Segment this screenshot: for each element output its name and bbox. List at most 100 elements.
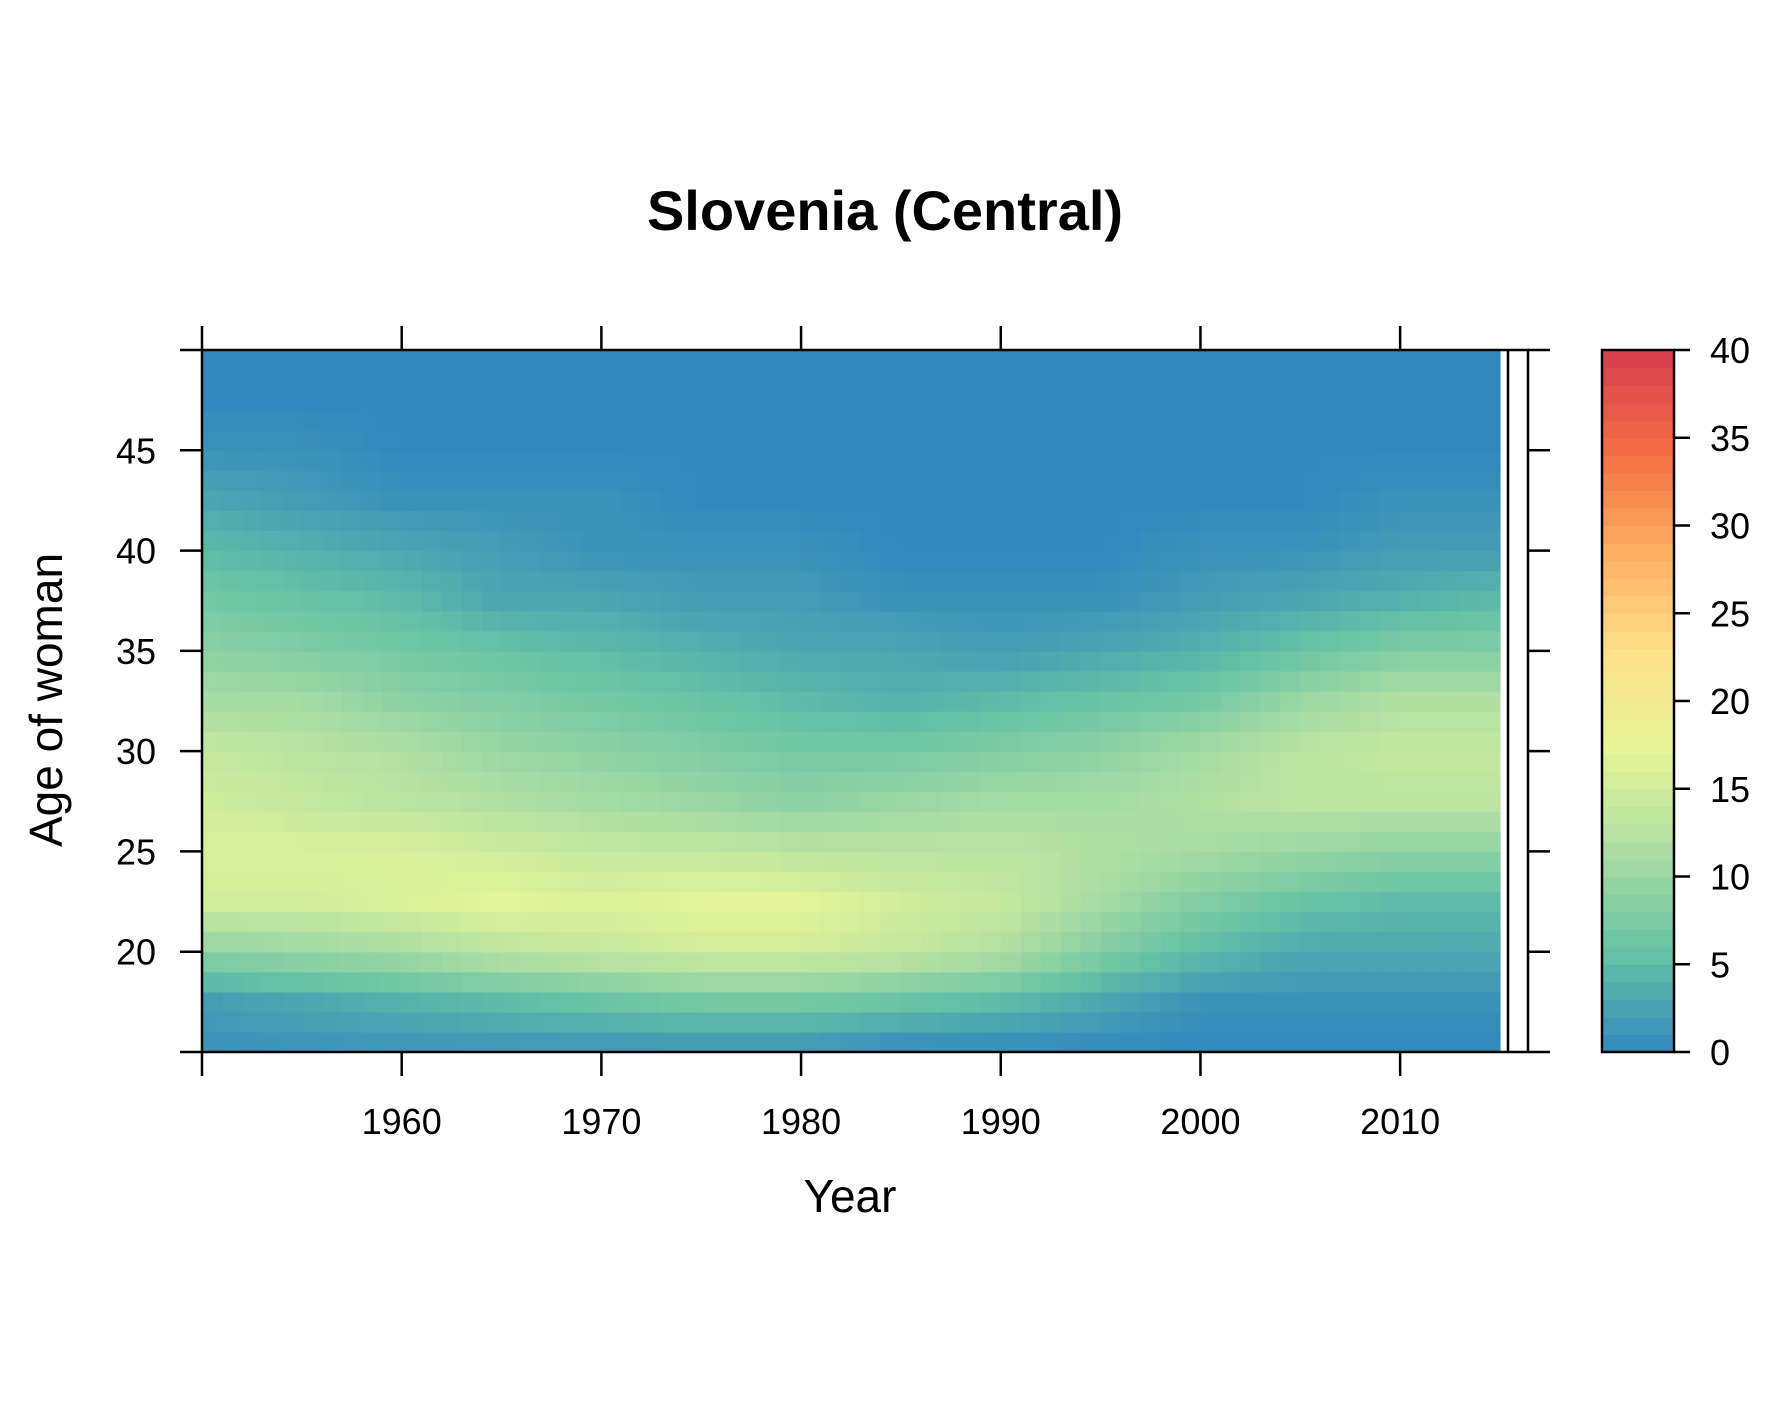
heatmap-cell [960,871,982,893]
heatmap-cell [1100,510,1122,532]
heatmap-cell [1180,751,1202,772]
heatmap-cell [900,891,922,913]
heatmap-cell [581,370,602,391]
heatmap-cell [1300,550,1321,572]
heatmap-cell [900,450,922,471]
heatmap-cell [1160,791,1182,812]
heatmap-cell [1240,590,1261,612]
heatmap-cell [1300,490,1321,512]
heatmap-cell [841,450,862,471]
heatmap-cell [701,1011,722,1033]
heatmap-cell [1420,711,1441,732]
heatmap-cell [521,410,543,431]
heatmap-cell [501,570,523,592]
heatmap-cell [221,410,243,431]
heatmap-cell [1320,590,1341,612]
heatmap-cell [401,991,423,1013]
heatmap-cell [241,630,263,652]
heatmap-cell [1340,390,1361,411]
heatmap-cell [521,570,543,592]
heatmap-cell [1000,851,1022,873]
heatmap-cell [421,791,443,812]
heatmap-cell [261,630,283,652]
heatmap-cell [581,390,602,411]
heatmap-cell [1260,911,1281,933]
heatmap-cell [241,931,263,953]
heatmap-cell [1040,570,1062,592]
heatmap-cell [801,751,822,772]
heatmap-cell [980,751,1002,772]
heatmap-cell [281,630,303,652]
heatmap-cell [980,350,1002,371]
heatmap-cell [1220,771,1241,792]
heatmap-cell [1120,650,1142,672]
heatmap-cell [880,771,902,792]
heatmap-cell [1420,871,1441,893]
heatmap-cell [781,731,802,752]
heatmap-cell [521,851,543,873]
heatmap-cell [241,690,263,712]
heatmap-cell [1460,490,1481,512]
heatmap-cell [761,450,782,471]
heatmap-cell [960,590,982,612]
heatmap-cell [1020,530,1042,552]
heatmap-cell [561,1011,583,1033]
heatmap-cell [461,731,483,752]
heatmap-cell [1100,370,1122,391]
heatmap-cell [781,771,802,792]
heatmap-cell [381,731,403,752]
heatmap-cell [581,430,602,451]
chart-title: Slovenia (Central) [647,179,1123,242]
heatmap-cell [641,610,662,632]
heatmap-cell [940,650,962,672]
heatmap-cell [641,350,662,371]
heatmap-cell [301,530,323,552]
heatmap-cell [561,630,583,652]
heatmap-cell [1420,590,1441,612]
heatmap-cell [381,570,403,592]
heatmap-cell [1040,791,1062,812]
heatmap-cell [1200,911,1222,933]
heatmap-cell [621,931,642,953]
heatmap-cell [721,490,742,512]
colorbar-band [1602,420,1674,439]
heatmap-cell [880,751,902,772]
heatmap-cell [421,731,443,752]
heatmap-cell [701,370,722,391]
heatmap-cell [321,570,343,592]
heatmap-cell [1040,751,1062,772]
heatmap-cell [980,991,1002,1013]
heatmap-cell [441,951,463,973]
heatmap-cell [761,751,782,772]
heatmap-cell [441,530,463,552]
heatmap-cell [920,971,942,993]
heatmap-cell [561,530,583,552]
heatmap-cell [581,811,602,832]
heatmap-cell [521,951,543,973]
heatmap-cell [661,670,682,692]
heatmap-cell [1020,610,1042,632]
heatmap-cell [721,670,742,692]
heatmap-cell [701,991,722,1013]
colorbar-tick-label: 10 [1710,857,1750,898]
heatmap-cell [1400,951,1421,973]
heatmap-cell [701,931,722,953]
heatmap-cell [1000,570,1022,592]
heatmap-cell [841,831,862,853]
heatmap-cell [641,470,662,491]
heatmap-cell [401,711,423,732]
heatmap-cell [821,430,842,451]
heatmap-cell [1020,630,1042,652]
heatmap-cell [621,390,642,411]
heatmap-cell [920,690,942,712]
heatmap-cell [1380,490,1401,512]
heatmap-cell [521,771,543,792]
heatmap-cell [701,751,722,772]
heatmap-cell [541,390,563,411]
heatmap-cell [661,630,682,652]
heatmap-cell [1260,731,1281,752]
heatmap-cell [960,550,982,572]
heatmap-cell [1120,1011,1142,1033]
heatmap-cell [721,911,742,933]
heatmap-cell [221,450,243,471]
